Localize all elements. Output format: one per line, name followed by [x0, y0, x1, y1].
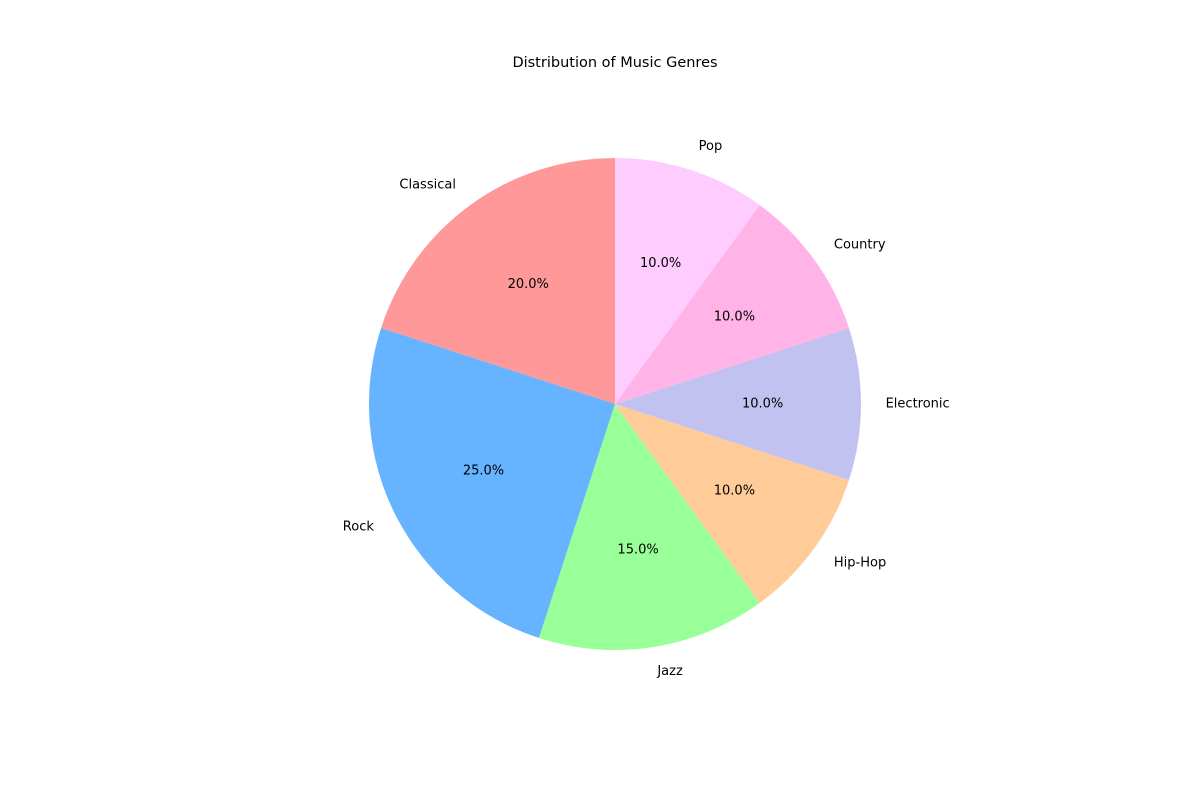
- pie-slice-electronic: [615, 327, 862, 481]
- slice-label-classical: Classical: [399, 178, 456, 193]
- slice-label-electronic: Electronic: [886, 397, 950, 412]
- slice-percent-country: 10.0%: [714, 310, 755, 325]
- chart-title: Distribution of Music Genres: [512, 55, 717, 71]
- slice-label-hip-hop: Hip-Hop: [834, 556, 886, 571]
- slice-label-rock: Rock: [343, 519, 375, 534]
- slice-label-pop: Pop: [699, 139, 723, 154]
- slice-percent-hip-hop: 10.0%: [714, 483, 755, 498]
- pie-slice-classical: [381, 158, 615, 404]
- pie-slice-pop: [615, 158, 760, 404]
- slice-percent-rock: 25.0%: [463, 464, 504, 479]
- slice-percent-classical: 20.0%: [508, 277, 549, 292]
- slice-percent-electronic: 10.0%: [742, 397, 783, 412]
- slice-label-country: Country: [834, 237, 886, 252]
- pie-labels: Classical 20.0% Rock 25.0% Jazz 15.0% Hip-Hop 1…: [343, 139, 950, 679]
- pie-slice-rock: [368, 327, 615, 638]
- slice-label-jazz: Jazz: [656, 664, 683, 679]
- pie-slice-country: [615, 204, 849, 404]
- pie-slice-jazz: [538, 404, 760, 651]
- pie-slice-hip-hop: [615, 404, 849, 604]
- slice-percent-pop: 10.0%: [640, 256, 681, 271]
- slice-percent-jazz: 15.0%: [617, 542, 658, 557]
- pie-slices: [368, 158, 862, 651]
